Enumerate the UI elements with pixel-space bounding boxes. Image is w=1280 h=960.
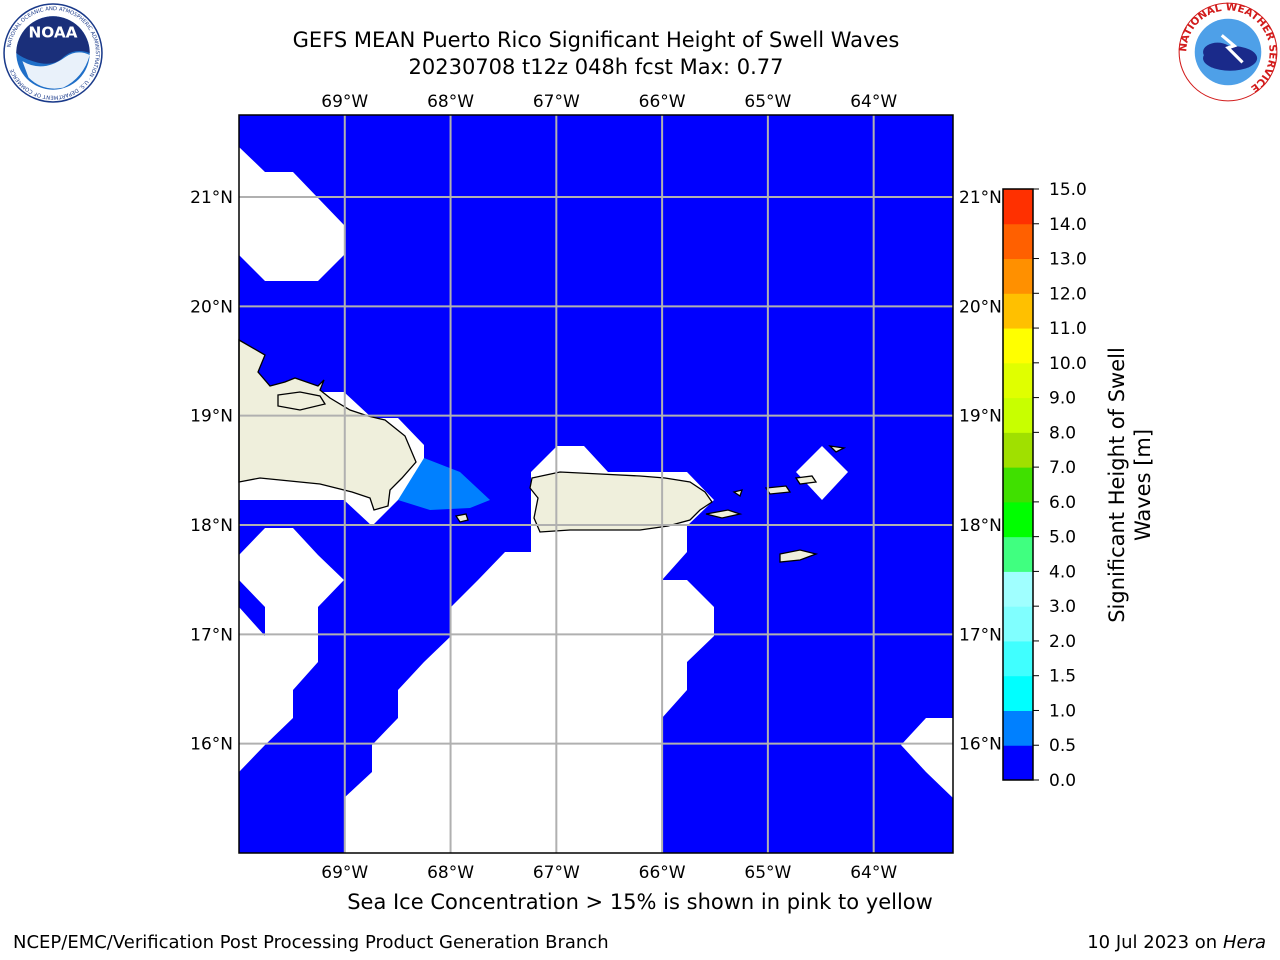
- colorbar-tick-label: 0.5: [1049, 736, 1076, 756]
- colorbar-swatch: [1003, 571, 1033, 607]
- lon-tick-label-top: 65°W: [744, 92, 791, 112]
- lat-tick-label-left: 17°N: [190, 625, 233, 645]
- colorbar-tick-label: 1.5: [1049, 667, 1076, 687]
- lat-tick-label-left: 21°N: [190, 188, 233, 208]
- colorbar-tick-label: 6.0: [1049, 493, 1076, 513]
- no-data-mask: [239, 147, 953, 880]
- mask-region-southwest: [239, 528, 344, 772]
- colorbar-swatch: [1003, 189, 1033, 225]
- colorbar-swatch: [1003, 710, 1033, 746]
- graticule: [239, 115, 953, 853]
- colorbar: 0.0 0.5 1.0 1.5 2.0 3.0 4.0 5.0 6.0 7.0 8.0 9.0 10.0…: [1002, 180, 1087, 791]
- lat-tick-label-left: 19°N: [190, 407, 233, 427]
- axis-ticks: 69°W 69°W 68°W 68°W 67°W 67°W 66°W 66°W 65°W 65°W…: [190, 92, 1002, 883]
- colorbar-swatch: [1003, 223, 1033, 260]
- colorbar-tick-label: 8.0: [1049, 423, 1076, 443]
- land-st-thomas: [764, 485, 792, 495]
- colorbar-swatch: [1003, 501, 1033, 538]
- colorbar-swatch: [1003, 536, 1033, 572]
- colorbar-swatch: [1003, 745, 1033, 781]
- run-datestamp: 10 Jul 2023 on Hera: [1087, 932, 1266, 953]
- colorbar-tick-label: 13.0: [1049, 250, 1087, 270]
- lon-tick-label-bottom: 64°W: [850, 863, 897, 883]
- land-hispaniola: [238, 338, 417, 511]
- colorbar-tick-label: 11.0: [1049, 319, 1087, 339]
- colorbar-swatch: [1003, 467, 1033, 503]
- land-hispaniola-north-coast: [277, 391, 327, 411]
- land-masses: [238, 338, 847, 563]
- lat-tick-label-right: 20°N: [959, 297, 1002, 317]
- colorbar-tick-label: 4.0: [1049, 562, 1076, 582]
- colorbar-label-line1: Significant Height of Swell: [1105, 347, 1129, 623]
- lon-tick-label-bottom: 69°W: [321, 863, 368, 883]
- colorbar-tick-label: 3.0: [1049, 597, 1076, 617]
- lon-tick-label-bottom: 66°W: [639, 863, 686, 883]
- land-st-croix: [779, 549, 819, 563]
- map-plot-area: [238, 114, 954, 880]
- noaa-logo: NOAA NATIONAL OCEANIC AND ATMOSPHERIC AD…: [3, 3, 103, 103]
- lat-tick-label-left: 16°N: [190, 735, 233, 755]
- colorbar-swatch: [1003, 432, 1033, 468]
- land-mona-island: [454, 513, 469, 523]
- lat-tick-label-right: 21°N: [959, 188, 1002, 208]
- colorbar-tick-label: 15.0: [1049, 180, 1087, 200]
- land-culebra: [732, 489, 743, 498]
- colorbar-tick-label: 10.0: [1049, 354, 1087, 374]
- colorbar-swatch: [1003, 606, 1033, 642]
- colorbar-frame: [1002, 188, 1034, 781]
- colorbar-tick-label: 5.0: [1049, 528, 1076, 548]
- land-puerto-rico: [529, 471, 713, 533]
- mask-region-virgin-islands: [796, 446, 848, 500]
- lon-tick-label-top: 69°W: [321, 92, 368, 112]
- nws-logo: NATIONAL WEATHER SERVICE: [1177, 1, 1279, 102]
- chart-subtitle: 20230708 t12z 048h fcst Max: 0.77: [408, 55, 784, 79]
- map-frame: [238, 114, 954, 854]
- lon-tick-label-top: 64°W: [850, 92, 897, 112]
- colorbar-swatch: [1003, 362, 1033, 399]
- lon-tick-label-bottom: 67°W: [533, 863, 580, 883]
- lon-tick-label-top: 68°W: [427, 92, 474, 112]
- date-text: 10 Jul 2023 on: [1087, 932, 1223, 953]
- colorbar-swatch: [1003, 293, 1033, 329]
- colorbar-tick-label: 14.0: [1049, 215, 1087, 235]
- lon-tick-label-bottom: 65°W: [744, 863, 791, 883]
- colorbar-tick-label: 12.0: [1049, 284, 1087, 304]
- colorbar-tick-label: 2.0: [1049, 632, 1076, 652]
- swell-max-patch: [398, 458, 490, 510]
- host-name: Hera: [1222, 932, 1266, 953]
- colorbar-tick-label: 0.0: [1049, 771, 1076, 791]
- lat-tick-label-right: 17°N: [959, 625, 1002, 645]
- colorbar-swatch: [1003, 258, 1033, 294]
- lat-tick-label-left: 20°N: [190, 297, 233, 317]
- colorbar-tick-label: 7.0: [1049, 458, 1076, 478]
- mask-region-southeast: [901, 718, 953, 798]
- colorbar-tick-label: 1.0: [1049, 701, 1076, 721]
- mask-region-puerto-rico: [344, 446, 714, 880]
- colorbar-swatch: [1003, 675, 1033, 711]
- colorbar-swatch: [1003, 640, 1033, 677]
- colorbar-tick-label: 9.0: [1049, 389, 1076, 409]
- noaa-wordmark: NOAA: [28, 24, 77, 42]
- chart-title: GEFS MEAN Puerto Rico Significant Height…: [292, 28, 900, 52]
- land-anegada: [828, 445, 847, 453]
- land-tortola: [794, 475, 818, 485]
- lat-tick-label-right: 19°N: [959, 407, 1002, 427]
- branch-credit: NCEP/EMC/Verification Post Processing Pr…: [13, 932, 609, 953]
- lat-tick-label-left: 18°N: [190, 516, 233, 536]
- sea-ice-note: Sea Ice Concentration > 15% is shown in …: [347, 890, 933, 914]
- colorbar-swatch: [1003, 397, 1033, 433]
- mask-region-north: [239, 147, 344, 281]
- lon-tick-label-top: 67°W: [533, 92, 580, 112]
- lon-tick-label-top: 66°W: [639, 92, 686, 112]
- colorbar-swatch: [1003, 328, 1033, 364]
- lat-tick-label-right: 18°N: [959, 516, 1002, 536]
- land-vieques: [705, 509, 743, 519]
- lat-tick-label-right: 16°N: [959, 735, 1002, 755]
- lon-tick-label-bottom: 68°W: [427, 863, 474, 883]
- colorbar-label-line2: Waves [m]: [1131, 429, 1155, 541]
